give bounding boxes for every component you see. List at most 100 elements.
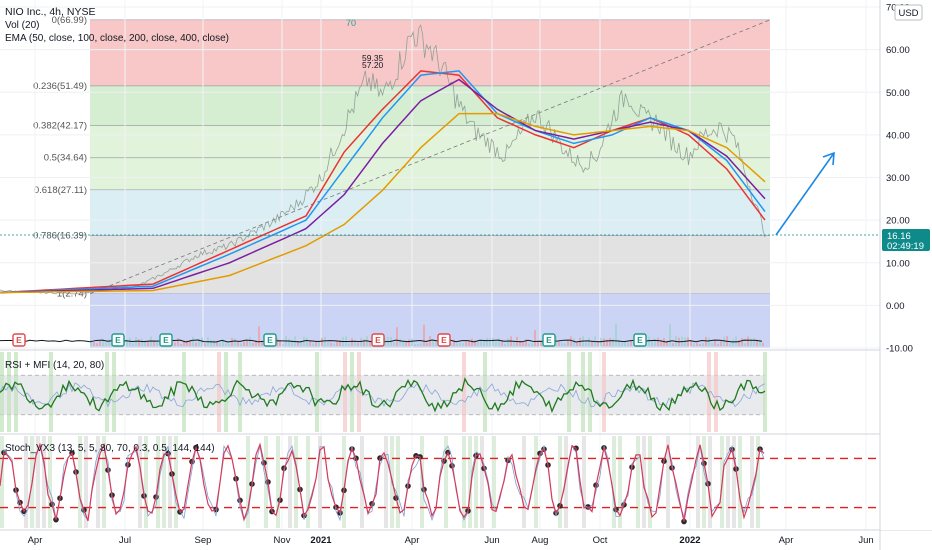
trend-line[interactable] bbox=[89, 19, 771, 295]
volume-bar bbox=[615, 323, 617, 346]
rsi-signal-bar bbox=[217, 352, 221, 432]
stoch-signal-bar bbox=[750, 436, 754, 528]
volume-bar bbox=[282, 343, 284, 346]
earnings-marker-label: E bbox=[441, 335, 447, 345]
volume-bar bbox=[228, 343, 230, 346]
earnings-marker-label: E bbox=[375, 335, 381, 345]
volume-bar bbox=[690, 340, 692, 346]
volume-bar bbox=[192, 336, 194, 346]
volume-bar bbox=[225, 343, 227, 346]
volume-bar bbox=[423, 324, 425, 346]
stoch-signal-bar bbox=[84, 436, 88, 528]
stoch-signal-bar bbox=[618, 436, 622, 528]
volume-bar bbox=[717, 343, 719, 346]
time-axis[interactable]: Apr Jul Sep Nov 2021 Apr Jun Aug Oct 2022 Apr Jun bbox=[28, 535, 874, 546]
stoch-signal-bar bbox=[468, 436, 472, 528]
rsi-signal-bar bbox=[714, 352, 718, 432]
volume-bar bbox=[654, 338, 656, 346]
earnings-marker-label: E bbox=[163, 335, 169, 345]
series-ema-100 bbox=[0, 70, 766, 294]
volume-bar bbox=[351, 338, 353, 346]
volume-bar bbox=[417, 343, 419, 346]
time-tick-label: Oct bbox=[593, 535, 608, 546]
volume-bar bbox=[432, 339, 434, 346]
stoch-signal-bar bbox=[582, 436, 586, 528]
volume-bar bbox=[576, 342, 578, 346]
volume-bar bbox=[156, 340, 158, 346]
volume-bar bbox=[573, 338, 575, 346]
volume-bar bbox=[327, 342, 329, 346]
stoch-signal-bar bbox=[732, 436, 736, 528]
volume-bar bbox=[312, 343, 314, 346]
time-tick-label: 2022 bbox=[679, 535, 700, 546]
volume-bar bbox=[354, 341, 356, 346]
fib-label-0.382: 0.382(42.17) bbox=[33, 121, 87, 132]
volume-bar bbox=[186, 340, 188, 346]
volume-bar bbox=[234, 338, 236, 346]
volume-bar bbox=[297, 340, 299, 346]
rsi-signal-bar bbox=[238, 352, 242, 432]
volume-bar bbox=[213, 340, 215, 346]
volume-bar bbox=[624, 342, 626, 346]
volume-bar bbox=[504, 343, 506, 346]
rsi-signal-bar bbox=[763, 352, 767, 432]
legend-ema: EMA (50, close, 100, close, 200, close, … bbox=[5, 33, 229, 44]
stoch-signal-bar bbox=[168, 436, 172, 528]
time-tick-label: Apr bbox=[28, 535, 43, 546]
volume-bar bbox=[216, 342, 218, 346]
volume-bar bbox=[291, 339, 293, 346]
volume-bar bbox=[564, 343, 566, 346]
volume-bar bbox=[696, 342, 698, 346]
volume-bar bbox=[138, 339, 140, 346]
fib-zone-0 bbox=[90, 19, 770, 86]
series-ema-50 bbox=[0, 70, 766, 294]
bar-countdown: 02:49:19 bbox=[887, 241, 924, 252]
volume-bar bbox=[465, 340, 467, 346]
volume-bar bbox=[240, 343, 242, 346]
volume-bar bbox=[126, 339, 128, 346]
fib-label-0: 0(66.99) bbox=[52, 15, 87, 26]
volume-bar bbox=[729, 343, 731, 346]
volume-bar bbox=[528, 343, 530, 346]
volume-bar bbox=[609, 337, 611, 346]
rsi-signal-bar bbox=[0, 352, 4, 432]
currency-button[interactable] bbox=[894, 4, 923, 21]
volume-bar bbox=[189, 340, 191, 346]
volume-bar bbox=[222, 339, 224, 346]
stoch-signal-bar bbox=[246, 436, 250, 528]
volume-bar bbox=[750, 338, 752, 346]
volume-bar bbox=[522, 342, 524, 346]
stoch-signal-bar bbox=[648, 436, 652, 528]
fib-zone-0.618 bbox=[90, 189, 770, 236]
volume-bar bbox=[693, 343, 695, 346]
volume-bar bbox=[174, 342, 176, 346]
volume-bar bbox=[732, 339, 734, 346]
volume-bar bbox=[198, 338, 200, 346]
earnings-marker bbox=[159, 333, 173, 347]
volume-bar bbox=[204, 343, 206, 346]
forecast-arrow[interactable] bbox=[775, 151, 835, 236]
time-tick-label: 2021 bbox=[310, 535, 332, 546]
fib-label-0.786: 0.786(16.39) bbox=[33, 231, 87, 242]
volume-bar bbox=[201, 337, 203, 346]
volume-bar bbox=[534, 329, 536, 346]
fibonacci-retracement[interactable]: 0(66.99) 0.236(51.49) 0.382(42.17) 0.5(34.6… bbox=[33, 15, 770, 348]
stoch-title: Stoch_VX3 (13, 5, 5, 80, 70, 0.3, 0.5, 1… bbox=[5, 443, 215, 454]
price-axis[interactable] bbox=[880, 0, 932, 530]
stoch-signal-line bbox=[0, 444, 765, 522]
volume-bar bbox=[402, 340, 404, 346]
volume-bar bbox=[324, 336, 326, 346]
volume-bar bbox=[363, 339, 365, 346]
volume-bar bbox=[318, 341, 320, 346]
peak-label: 59.35 bbox=[362, 53, 384, 63]
stoch-signal-bar bbox=[564, 436, 568, 528]
volume-bar bbox=[426, 342, 428, 346]
rsi-signal-bar bbox=[483, 352, 487, 432]
earnings-marker bbox=[633, 333, 647, 347]
volume-bar bbox=[393, 342, 395, 346]
